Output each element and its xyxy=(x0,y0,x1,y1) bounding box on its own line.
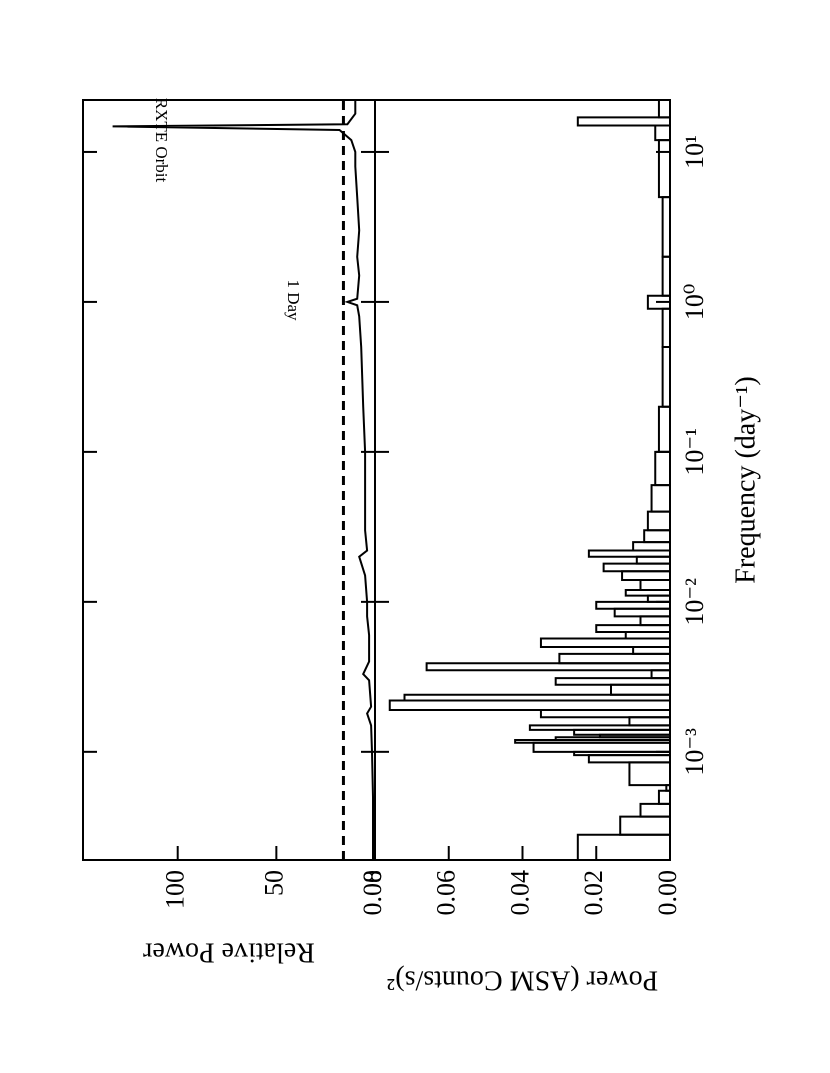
y-axis-label: Relative Power xyxy=(142,937,315,968)
y-axis-label: Power (ASM Counts/s)² xyxy=(387,965,658,996)
annotation: RXTE Orbit xyxy=(152,98,171,183)
x-tick-label: 10⁻² xyxy=(680,578,709,626)
histogram-bin xyxy=(539,637,670,649)
power-line xyxy=(112,100,374,860)
histogram-bin xyxy=(628,761,670,787)
histogram-bin xyxy=(643,529,670,544)
histogram-bin xyxy=(646,294,670,310)
histogram-bin xyxy=(657,99,670,119)
histogram-bin xyxy=(587,754,670,764)
histogram-bin xyxy=(661,196,670,258)
y-tick-label: 0.02 xyxy=(579,870,608,916)
histogram-bin xyxy=(576,833,670,861)
histogram-bin xyxy=(619,815,670,836)
frame xyxy=(82,99,671,861)
histogram-bin xyxy=(602,562,670,573)
y-tick-label: 50 xyxy=(259,870,288,896)
histogram-bin xyxy=(657,405,670,453)
histogram-bin xyxy=(661,346,670,408)
x-tick-label: 10⁻³ xyxy=(680,728,709,776)
histogram-bin xyxy=(639,578,670,591)
histogram-bin xyxy=(532,741,670,753)
histogram-bin xyxy=(595,600,670,610)
histogram-bin xyxy=(632,646,670,655)
histogram-bin xyxy=(654,124,670,142)
histogram-bin xyxy=(639,615,670,627)
x-axis-label: Frequency (day⁻¹) xyxy=(730,376,761,583)
histogram-bin xyxy=(661,255,670,297)
x-tick-label: 10⁻¹ xyxy=(680,428,709,476)
histogram-bin xyxy=(657,139,670,199)
histogram-bin xyxy=(661,307,670,349)
histogram-bin xyxy=(639,802,670,818)
histogram-bin xyxy=(554,677,670,686)
histogram-bin xyxy=(657,789,670,805)
histogram-bin xyxy=(576,116,670,127)
histogram-bin xyxy=(613,607,670,618)
y-tick-label: 0.00 xyxy=(653,870,682,916)
histogram-bin xyxy=(632,541,670,552)
y-tick-label: 0 xyxy=(358,870,387,883)
x-tick-label: 10¹ xyxy=(680,135,709,169)
histogram-bin xyxy=(650,484,670,513)
histogram-bin xyxy=(403,693,670,702)
histogram-bin xyxy=(595,624,670,633)
y-tick-label: 100 xyxy=(161,870,190,909)
histogram-bin xyxy=(621,570,670,581)
histogram-bin xyxy=(539,709,670,719)
y-tick-label: 0.08 xyxy=(358,870,387,916)
rotated-chart: 0 50 100 Relative Power 1 Day RXTE Orbit 0.00 0… xyxy=(82,98,761,996)
histogram-bin xyxy=(654,450,670,487)
y-tick-label: 0.04 xyxy=(505,870,534,916)
histogram-bin xyxy=(628,716,670,727)
y-tick-label: 0.06 xyxy=(432,870,461,916)
histogram-bin xyxy=(610,683,670,696)
histogram-bin xyxy=(388,699,670,712)
histogram-bin xyxy=(635,555,670,565)
histogram-bin xyxy=(650,669,670,680)
histogram-bin xyxy=(425,662,670,672)
histogram-bin xyxy=(528,724,670,731)
histogram-bin xyxy=(587,549,670,558)
histogram-bin xyxy=(646,510,670,532)
histogram-bin xyxy=(558,652,670,665)
x-tick-label: 10⁰ xyxy=(680,284,709,320)
annotation: 1 Day xyxy=(284,279,303,321)
